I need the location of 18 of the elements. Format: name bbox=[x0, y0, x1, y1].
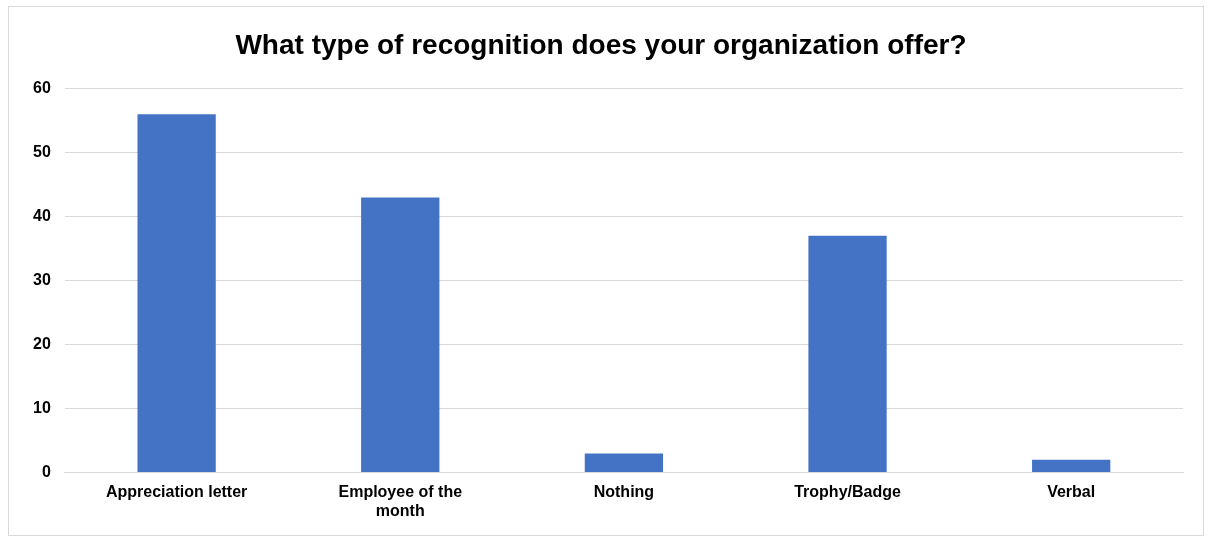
x-tick-label: Appreciation letter bbox=[105, 482, 248, 500]
y-tick-label: 10 bbox=[33, 399, 51, 417]
bar bbox=[137, 114, 216, 473]
x-tick-label: Nothing bbox=[593, 482, 655, 500]
bar bbox=[584, 453, 664, 473]
y-tick-label: 60 bbox=[33, 79, 51, 97]
y-tick-label: 50 bbox=[33, 143, 51, 161]
bar bbox=[808, 235, 887, 473]
bar bbox=[361, 197, 440, 473]
bar bbox=[1032, 459, 1111, 473]
x-tick-label: Verbal bbox=[1047, 482, 1096, 500]
y-tick-label: 20 bbox=[33, 335, 51, 353]
x-tick-label: Employee of the month bbox=[338, 482, 463, 519]
y-tick-label: 40 bbox=[33, 207, 51, 225]
x-tick-label: Trophy/Badge bbox=[794, 482, 901, 500]
y-tick-label: 0 bbox=[41, 463, 51, 481]
y-tick-label: 30 bbox=[33, 271, 51, 289]
chart-title: What type of recognition does your organization offer? bbox=[235, 28, 967, 60]
